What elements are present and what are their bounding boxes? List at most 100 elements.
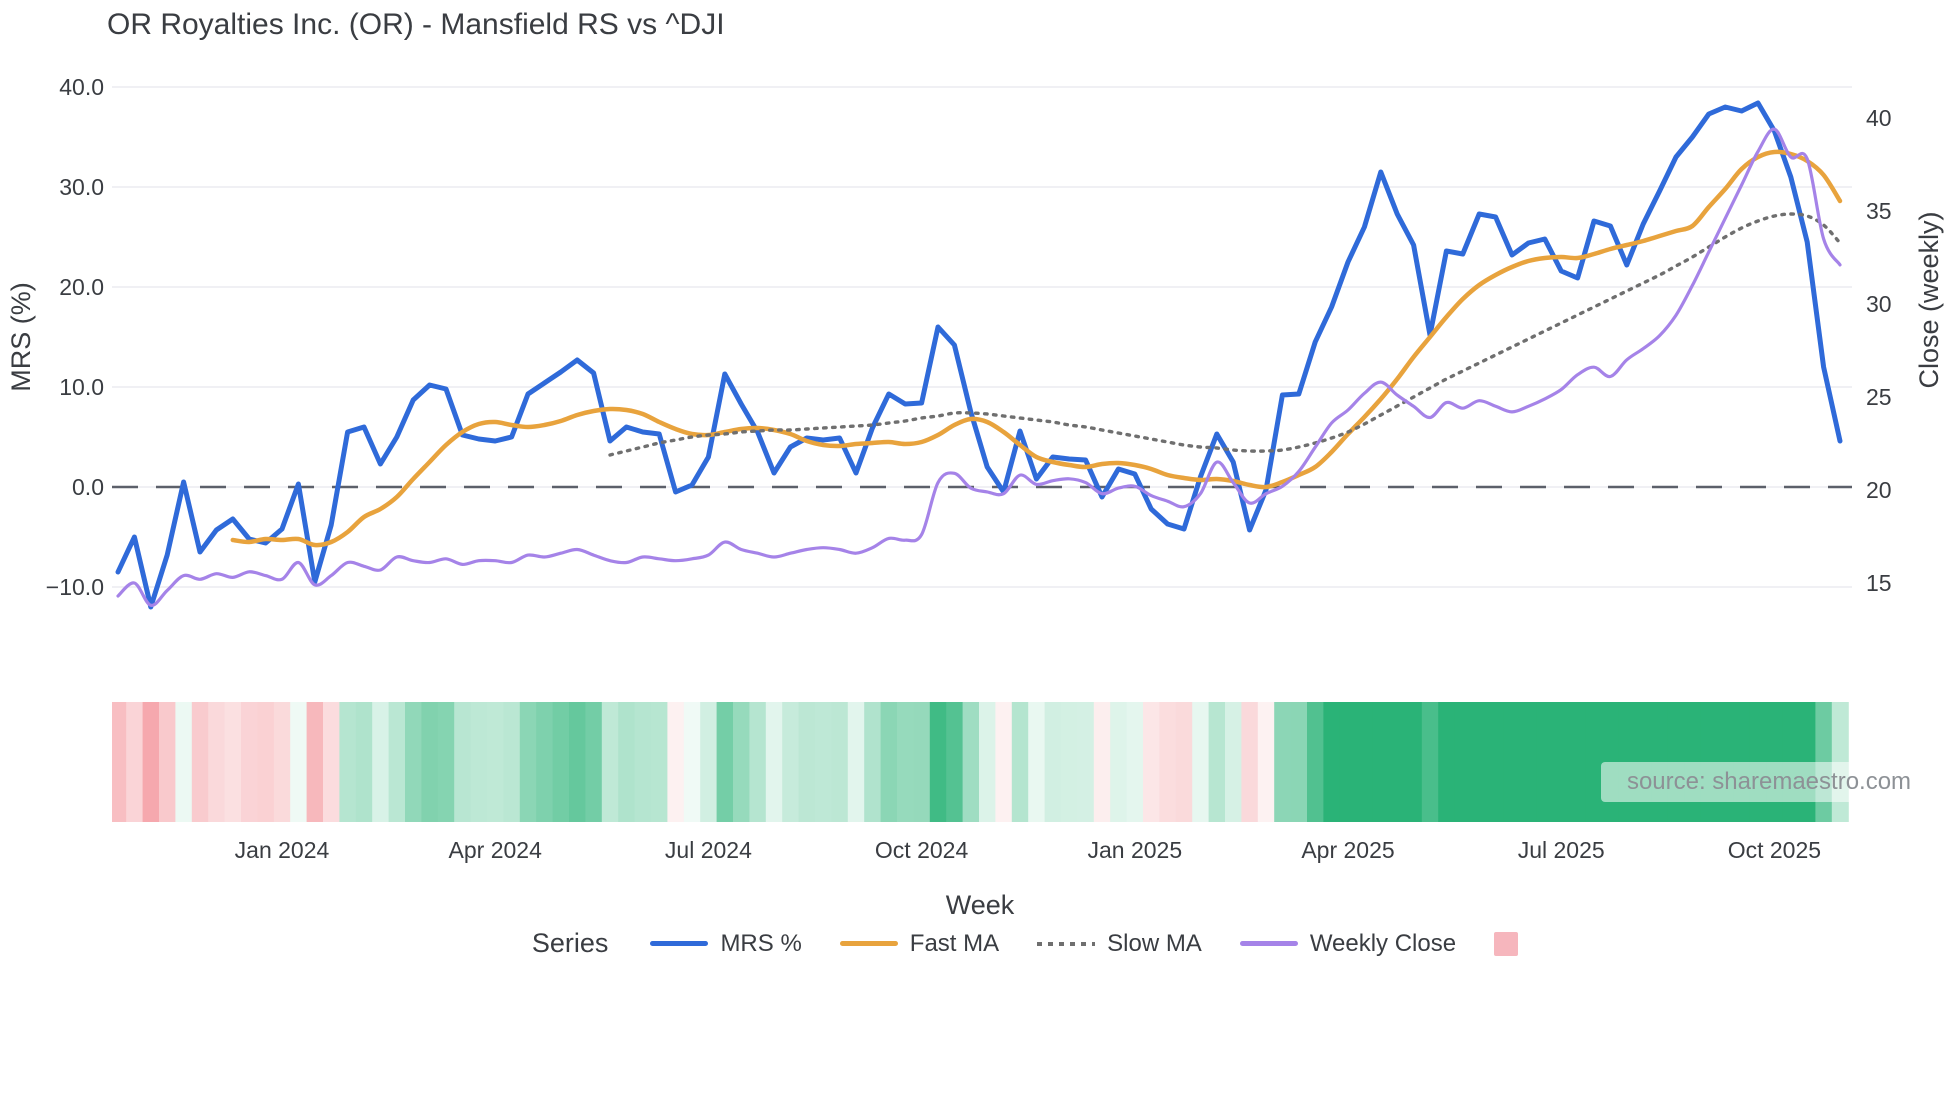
- heatmap-cell[interactable]: [224, 702, 242, 822]
- heatmap-cell[interactable]: [798, 702, 816, 822]
- legend-item-mrs[interactable]: MRS %: [650, 930, 802, 958]
- heatmap-cell[interactable]: [1159, 702, 1177, 822]
- heatmap-cell[interactable]: [355, 702, 373, 822]
- heatmap-cell[interactable]: [1569, 702, 1587, 822]
- heatmap-cell[interactable]: [1208, 702, 1226, 822]
- legend-item-fast-ma[interactable]: Fast MA: [839, 930, 999, 958]
- heatmap-cell[interactable]: [1553, 702, 1570, 822]
- heatmap-cell[interactable]: [1061, 702, 1078, 822]
- heatmap-cell[interactable]: [1339, 702, 1357, 822]
- heatmap-cell[interactable]: [946, 702, 964, 822]
- heatmap-cell[interactable]: [683, 702, 701, 822]
- heatmap-cell[interactable]: [1356, 702, 1374, 822]
- heatmap-cell[interactable]: [1192, 702, 1210, 822]
- series-line-fast-ma[interactable]: [230, 149, 1843, 548]
- heatmap-cell[interactable]: [864, 702, 882, 822]
- heatmap-cell[interactable]: [112, 702, 127, 822]
- legend-item-weekly-close[interactable]: Weekly Close: [1239, 930, 1456, 958]
- heatmap-cell[interactable]: [1126, 702, 1144, 822]
- heatmap-cell[interactable]: [175, 702, 193, 822]
- heatmap-cell[interactable]: [880, 702, 898, 822]
- heatmap-cell[interactable]: [323, 702, 340, 822]
- heatmap-cell[interactable]: [601, 702, 619, 822]
- series-line-mrs[interactable]: [115, 100, 1843, 610]
- heatmap-cell[interactable]: [437, 702, 455, 822]
- heatmap-cell[interactable]: [1438, 702, 1456, 822]
- heatmap-cell[interactable]: [191, 702, 209, 822]
- heatmap-cell[interactable]: [1143, 702, 1160, 822]
- series-line-slow-ma[interactable]: [608, 212, 1842, 457]
- heatmap-cell[interactable]: [1487, 702, 1505, 822]
- heatmap-cell[interactable]: [897, 702, 914, 822]
- heatmap-cell[interactable]: [782, 702, 800, 822]
- heatmap-cell[interactable]: [716, 702, 734, 822]
- heatmap-cell[interactable]: [126, 702, 144, 822]
- heatmap-cell[interactable]: [208, 702, 226, 822]
- heatmap-cell[interactable]: [815, 702, 832, 822]
- heatmap-cell[interactable]: [339, 702, 357, 822]
- heatmap-cell[interactable]: [1503, 702, 1521, 822]
- heatmap-cell[interactable]: [159, 702, 176, 822]
- heatmap-cell[interactable]: [1536, 702, 1554, 822]
- heatmap-cell[interactable]: [700, 702, 718, 822]
- heatmap-cell[interactable]: [831, 702, 849, 822]
- heatmap-cell[interactable]: [536, 702, 554, 822]
- heatmap-cell[interactable]: [913, 702, 931, 822]
- heatmap-cell[interactable]: [585, 702, 603, 822]
- heatmap-cell[interactable]: [290, 702, 308, 822]
- heatmap-cell[interactable]: [847, 702, 865, 822]
- heatmap-cell[interactable]: [667, 702, 685, 822]
- heatmap-cell[interactable]: [1044, 702, 1062, 822]
- heatmap-cell[interactable]: [519, 702, 537, 822]
- heatmap-cell[interactable]: [569, 702, 586, 822]
- heatmap-cell[interactable]: [1454, 702, 1472, 822]
- heatmap-cell[interactable]: [503, 702, 521, 822]
- series-line-weekly-close[interactable]: [116, 127, 1842, 607]
- heatmap-cell[interactable]: [995, 702, 1013, 822]
- heatmap-cell[interactable]: [372, 702, 390, 822]
- heatmap-cell[interactable]: [765, 702, 783, 822]
- heatmap-cell[interactable]: [421, 702, 439, 822]
- heatmap-cell[interactable]: [749, 702, 767, 822]
- heatmap-cell[interactable]: [470, 702, 488, 822]
- heatmap-cell[interactable]: [1323, 702, 1341, 822]
- heatmap-cell[interactable]: [487, 702, 504, 822]
- heatmap-cell[interactable]: [142, 702, 160, 822]
- heatmap-cell[interactable]: [552, 702, 570, 822]
- heatmap-cell[interactable]: [306, 702, 324, 822]
- heatmap-cell[interactable]: [733, 702, 750, 822]
- heatmap-cell[interactable]: [1585, 702, 1603, 822]
- heatmap-cell[interactable]: [1520, 702, 1538, 822]
- heatmap-cell[interactable]: [257, 702, 275, 822]
- heatmap-cell[interactable]: [1274, 702, 1292, 822]
- heatmap-cell[interactable]: [1175, 702, 1193, 822]
- heatmap-cell[interactable]: [979, 702, 996, 822]
- heatmap-cell[interactable]: [1110, 702, 1128, 822]
- heatmap-cell[interactable]: [1011, 702, 1029, 822]
- heatmap-cell[interactable]: [1389, 702, 1406, 822]
- heatmap-cell[interactable]: [1405, 702, 1423, 822]
- heatmap-cell[interactable]: [1093, 702, 1111, 822]
- heatmap-cell[interactable]: [405, 702, 422, 822]
- heatmap-cell[interactable]: [1077, 702, 1095, 822]
- heatmap-cell[interactable]: [1372, 702, 1390, 822]
- heatmap-cell[interactable]: [273, 702, 291, 822]
- heatmap-cell[interactable]: [1225, 702, 1242, 822]
- heatmap-cell[interactable]: [634, 702, 652, 822]
- heatmap-cell[interactable]: [1028, 702, 1046, 822]
- legend-item-slow-ma[interactable]: Slow MA: [1037, 930, 1202, 958]
- heatmap-cell[interactable]: [1290, 702, 1308, 822]
- heatmap-cell[interactable]: [618, 702, 636, 822]
- heatmap-cell[interactable]: [962, 702, 980, 822]
- heatmap-cell[interactable]: [388, 702, 406, 822]
- heatmap-cell[interactable]: [241, 702, 258, 822]
- heatmap-cell[interactable]: [1241, 702, 1259, 822]
- heatmap-cell[interactable]: [1421, 702, 1439, 822]
- heatmap-cell[interactable]: [1307, 702, 1324, 822]
- heatmap-cell[interactable]: [1471, 702, 1488, 822]
- heatmap-cell[interactable]: [1257, 702, 1275, 822]
- heatmap-cell[interactable]: [454, 702, 472, 822]
- heatmap-cell[interactable]: [929, 702, 947, 822]
- heatmap-cell[interactable]: [651, 702, 668, 822]
- legend-item-heatmap[interactable]: [1494, 931, 1519, 956]
